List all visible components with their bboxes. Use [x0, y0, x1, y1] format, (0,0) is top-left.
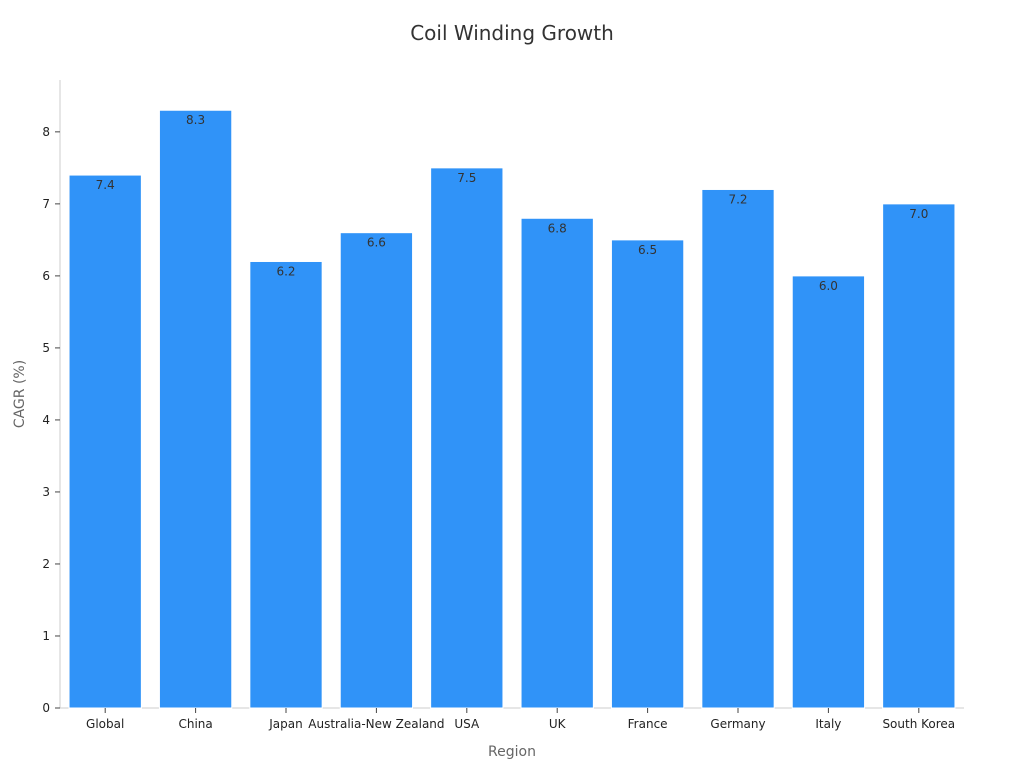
x-tick-label: Germany — [710, 717, 765, 731]
bar — [430, 167, 504, 709]
x-tick-label: USA — [454, 717, 480, 731]
bar — [249, 260, 323, 709]
y-tick-label: 1 — [42, 629, 50, 643]
bar-value-label: 7.4 — [96, 178, 115, 192]
y-axis-label: CAGR (%) — [12, 360, 28, 428]
bar — [791, 275, 866, 709]
bar — [68, 174, 142, 709]
y-tick-label: 5 — [42, 341, 50, 355]
x-tick-label: South Korea — [882, 717, 955, 731]
x-tick-label: France — [628, 717, 668, 731]
x-tick-label: Global — [86, 717, 124, 731]
x-tick-label: Australia-New Zealand — [308, 717, 444, 731]
y-tick-label: 6 — [42, 269, 50, 283]
bar-value-label: 7.5 — [457, 171, 476, 185]
x-tick-label: Japan — [268, 717, 302, 731]
x-tick-label: UK — [549, 717, 567, 731]
x-tick-label: Italy — [815, 717, 841, 731]
bar — [520, 217, 594, 709]
bar-value-label: 6.0 — [819, 279, 838, 293]
y-tick-label: 0 — [42, 701, 50, 715]
bar-value-label: 7.2 — [728, 192, 747, 206]
bar-value-label: 6.8 — [548, 221, 567, 235]
y-tick-label: 8 — [42, 125, 50, 139]
bar — [882, 203, 956, 709]
plot-area: 0 1 2 3 4 5 6 7 8 7.4 Global 8.3 China 6.2 Japan 6.6 Aus… — [42, 80, 964, 731]
bar — [339, 232, 414, 709]
x-axis-label: Region — [488, 744, 536, 760]
chart-title: Coil Winding Growth — [410, 21, 614, 45]
bar-value-label: 7.0 — [909, 207, 928, 221]
x-tick-label: China — [178, 717, 212, 731]
bar-value-label: 6.2 — [276, 264, 295, 278]
y-tick-label: 4 — [42, 413, 50, 427]
bar-value-label: 6.6 — [367, 236, 386, 250]
bar — [610, 239, 685, 709]
bar — [158, 109, 233, 709]
y-tick-label: 3 — [42, 485, 50, 499]
bar-value-label: 6.5 — [638, 243, 657, 257]
y-tick-label: 2 — [42, 557, 50, 571]
bar-value-label: 8.3 — [186, 113, 205, 127]
y-tick-label: 7 — [42, 197, 50, 211]
bar — [701, 188, 775, 709]
